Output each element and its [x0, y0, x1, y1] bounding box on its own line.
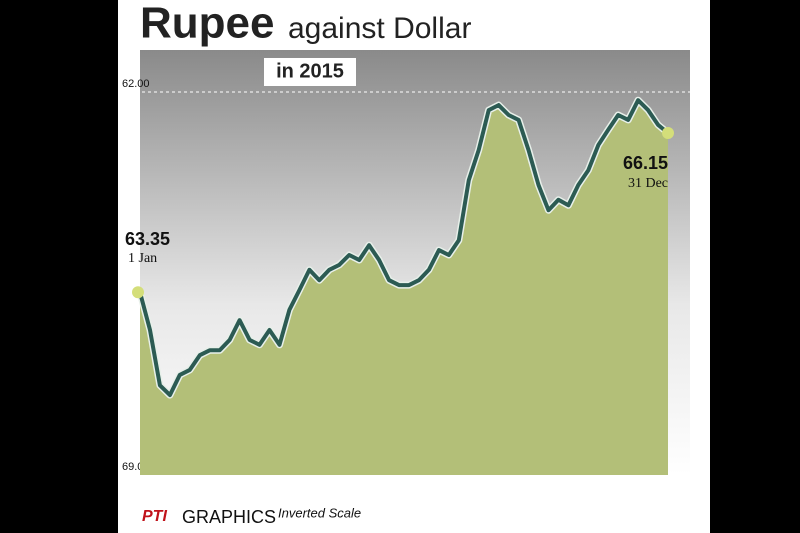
end-value: 66.15 — [623, 153, 668, 173]
end-point — [662, 127, 674, 140]
start-date: 1 Jan — [128, 251, 157, 266]
subtitle: in 2015 — [276, 60, 344, 82]
chart-title: Rupee — [140, 0, 274, 48]
line — [138, 98, 670, 398]
start-point — [132, 286, 144, 299]
y-tick-label: 62.00 — [122, 78, 150, 90]
start-value: 63.35 — [125, 229, 170, 249]
note: Inverted Scale — [278, 505, 361, 520]
chart-title-rest: against Dollar — [288, 12, 471, 45]
subtitle-box — [264, 58, 356, 86]
source-label: GRAPHICS — [182, 507, 276, 527]
source-brand: PTI — [142, 508, 167, 525]
end-date: 31 Dec — [628, 176, 668, 191]
